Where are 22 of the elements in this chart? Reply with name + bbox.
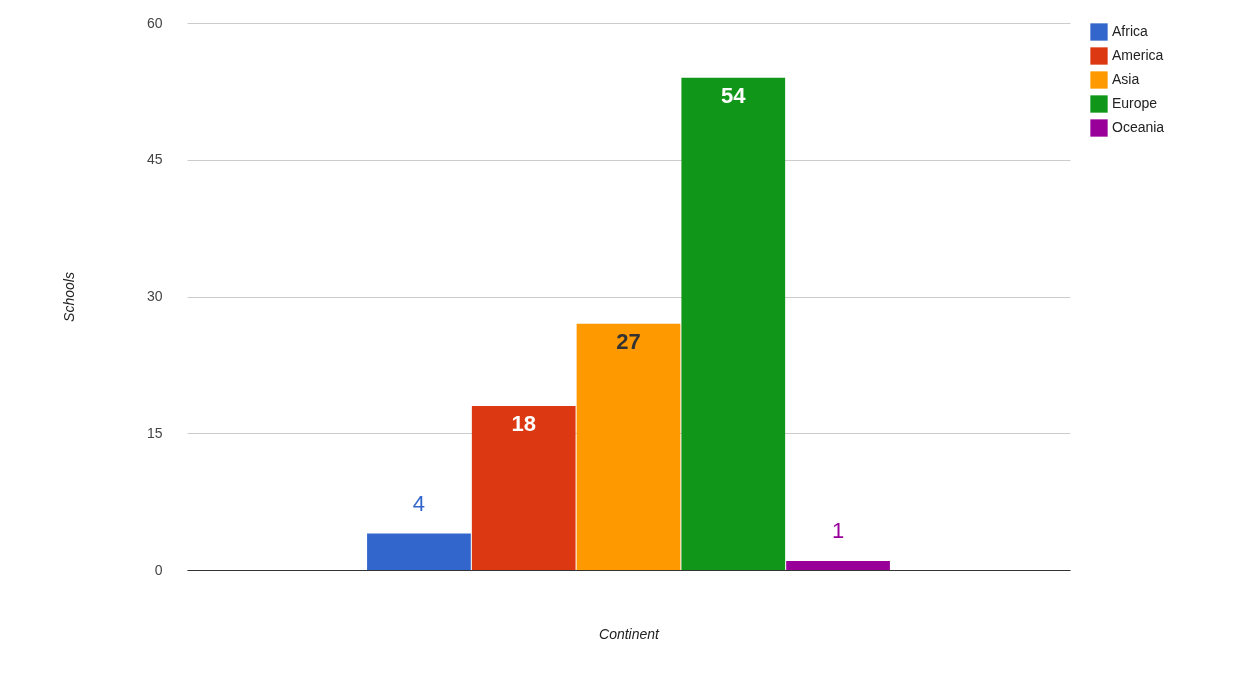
legend-label: Oceania [1112,119,1165,135]
data-label: 54 [721,82,747,108]
legend-label: Africa [1112,23,1148,39]
data-label: 4 [412,490,426,516]
legend-label: Europe [1112,95,1158,111]
legend-label: Asia [1112,71,1140,87]
data-label: 18 [511,410,536,436]
y-tick-label: 15 [146,424,163,441]
y-tick-label: 30 [146,288,163,304]
bar [576,323,681,570]
bar [786,560,890,570]
y-axis-title: Schools [60,272,77,322]
legend-label: America [1112,47,1164,63]
y-tick-label: 0 [154,561,163,578]
y-tick-label: 60 [146,14,163,31]
x-axis-title: Continent [599,625,661,642]
bar [681,77,786,570]
data-label: 1 [831,517,845,543]
data-label: 27 [616,328,641,354]
bar [471,405,576,570]
bar [367,533,471,570]
y-tick-label: 45 [146,151,163,168]
